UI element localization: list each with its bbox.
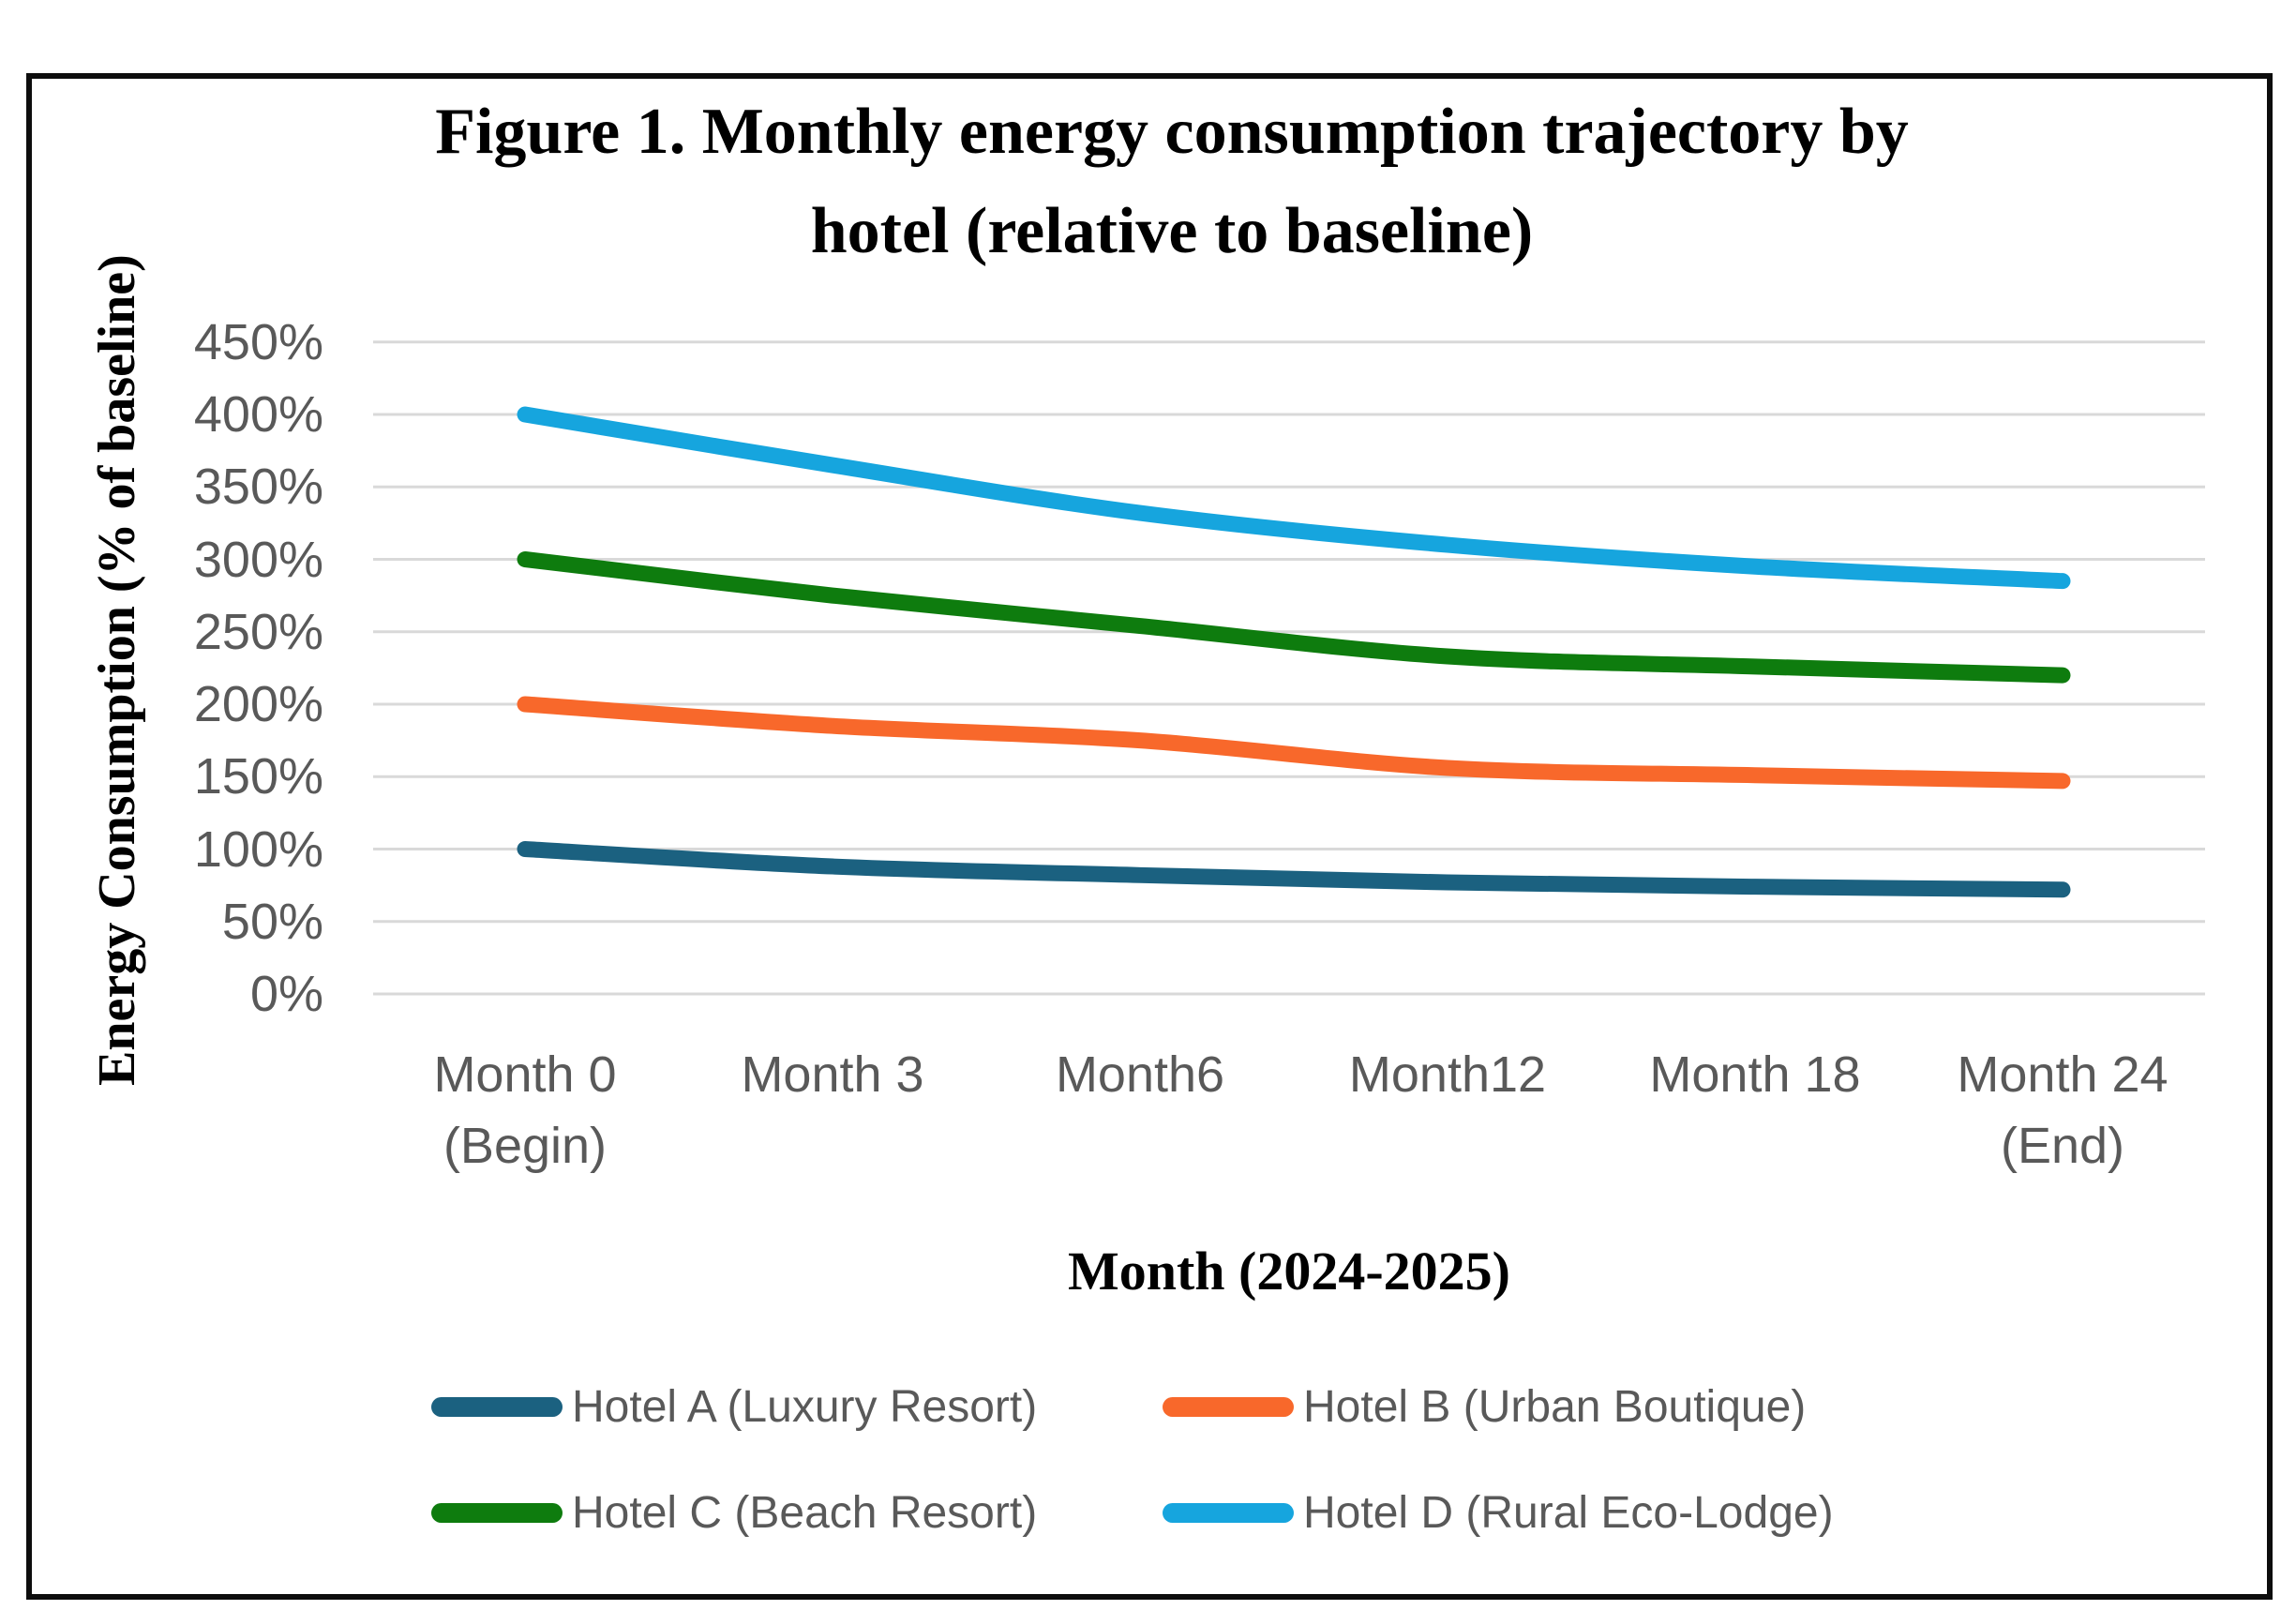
x-tick-label-line: Month 24 [1957,1046,2168,1103]
series-line-hotel-b [517,696,2071,790]
y-tick-label: 250% [193,603,323,660]
legend-line-swatch-hotel-c [431,1502,563,1523]
chart-title: Figure 1. Monthly energy consumption tra… [234,83,2109,281]
legend-item-hotel-d: Hotel D (Rural Eco-Lodge) [1163,1484,1834,1541]
legend-label-hotel-a: Hotel A (Luxury Resort) [572,1381,1038,1432]
legend-item-hotel-b: Hotel B (Urban Boutique) [1163,1378,1806,1435]
legend-line-swatch-hotel-b [1163,1396,1294,1417]
legend-line-swatch-hotel-d [1163,1502,1294,1523]
x-tick-label: Month 18 [1583,1039,1928,1110]
series-line-hotel-a [517,841,2071,898]
y-tick-label: 300% [193,531,323,588]
y-tick-label: 200% [193,676,323,732]
chart-title-line-2: hotel (relative to baseline) [810,195,1534,267]
x-tick-label: Month 3 [660,1039,1005,1110]
x-tick-label: Month12 [1275,1039,1620,1110]
y-tick-label: 150% [193,748,323,805]
legend-item-hotel-a: Hotel A (Luxury Resort) [431,1378,1037,1435]
series-line-hotel-c [517,551,2071,684]
legend-label-hotel-d: Hotel D (Rural Eco-Lodge) [1303,1487,1834,1538]
x-tick-label-line: Month 18 [1649,1046,1861,1103]
y-tick-label: 100% [193,820,323,878]
legend-label-hotel-c: Hotel C (Beach Resort) [572,1487,1038,1538]
x-tick-label-line: Month 0 [433,1046,617,1103]
legend-line-swatch-hotel-a [431,1396,563,1417]
x-axis-title: Month (2024-2025) [1067,1241,1510,1302]
legend-item-hotel-c: Hotel C (Beach Resort) [431,1484,1037,1541]
y-tick-label: 350% [193,459,323,516]
chart-frame [26,73,2273,1600]
series-line-hotel-d [517,406,2071,590]
y-tick-label: 50% [221,893,323,950]
y-tick-label: 450% [193,313,323,370]
y-tick-label: 0% [249,966,323,1022]
x-tick-label-line: Month12 [1348,1046,1547,1103]
x-tick-label-line: Month6 [1055,1046,1225,1103]
legend-label-hotel-b: Hotel B (Urban Boutique) [1303,1381,1807,1432]
x-tick-label: Month6 [968,1039,1313,1110]
x-tick-label-line: Month 3 [741,1046,924,1103]
x-tick-label-line: (End) [2000,1118,2125,1174]
chart-title-line-1: Figure 1. Monthly energy consumption tra… [435,96,1909,168]
x-tick-label: Month 24 (End) [1890,1039,2235,1181]
x-tick-label-line: (Begin) [443,1118,608,1174]
x-tick-label: Month 0 (Begin) [353,1039,698,1181]
y-tick-label: 400% [193,386,323,443]
